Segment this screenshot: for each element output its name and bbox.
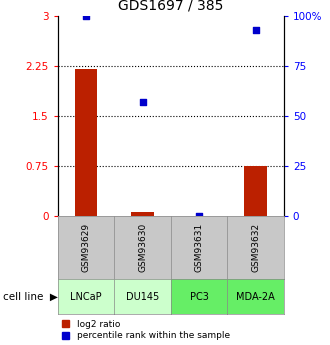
- Text: MDA-2A: MDA-2A: [236, 292, 275, 302]
- Text: GSM93630: GSM93630: [138, 223, 147, 272]
- Point: [253, 27, 258, 32]
- Bar: [75, 69, 97, 216]
- Text: GSM93629: GSM93629: [82, 223, 90, 272]
- Title: GDS1697 / 385: GDS1697 / 385: [118, 0, 223, 13]
- Point: [196, 213, 202, 218]
- Text: PC3: PC3: [190, 292, 209, 302]
- Bar: [131, 212, 154, 216]
- Text: GSM93632: GSM93632: [251, 223, 260, 272]
- Text: cell line  ▶: cell line ▶: [3, 292, 58, 302]
- Text: GSM93631: GSM93631: [194, 223, 204, 272]
- Bar: [244, 166, 267, 216]
- Text: DU145: DU145: [126, 292, 159, 302]
- Text: LNCaP: LNCaP: [70, 292, 102, 302]
- Point: [140, 99, 145, 104]
- Legend: log2 ratio, percentile rank within the sample: log2 ratio, percentile rank within the s…: [62, 320, 230, 341]
- Point: [83, 13, 89, 18]
